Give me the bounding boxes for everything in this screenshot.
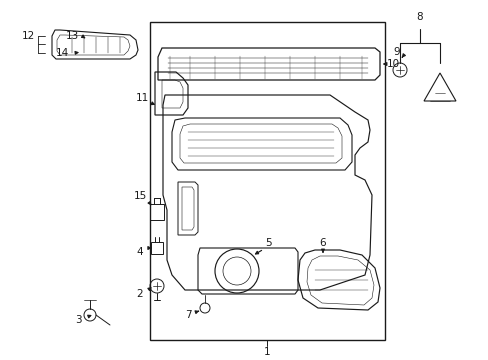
Text: 7: 7 (184, 310, 191, 320)
Text: 11: 11 (135, 93, 148, 103)
Text: 3: 3 (75, 315, 81, 325)
Text: 1: 1 (263, 347, 270, 357)
Text: 9: 9 (393, 47, 400, 57)
Text: 6: 6 (319, 238, 325, 248)
Text: 5: 5 (264, 238, 271, 248)
Text: 12: 12 (21, 31, 35, 41)
Text: 14: 14 (55, 48, 68, 58)
Text: 15: 15 (133, 191, 146, 201)
Text: 2: 2 (137, 289, 143, 299)
Text: 8: 8 (416, 12, 423, 22)
Text: 13: 13 (65, 31, 79, 41)
Text: 4: 4 (137, 247, 143, 257)
Text: 10: 10 (386, 59, 399, 69)
